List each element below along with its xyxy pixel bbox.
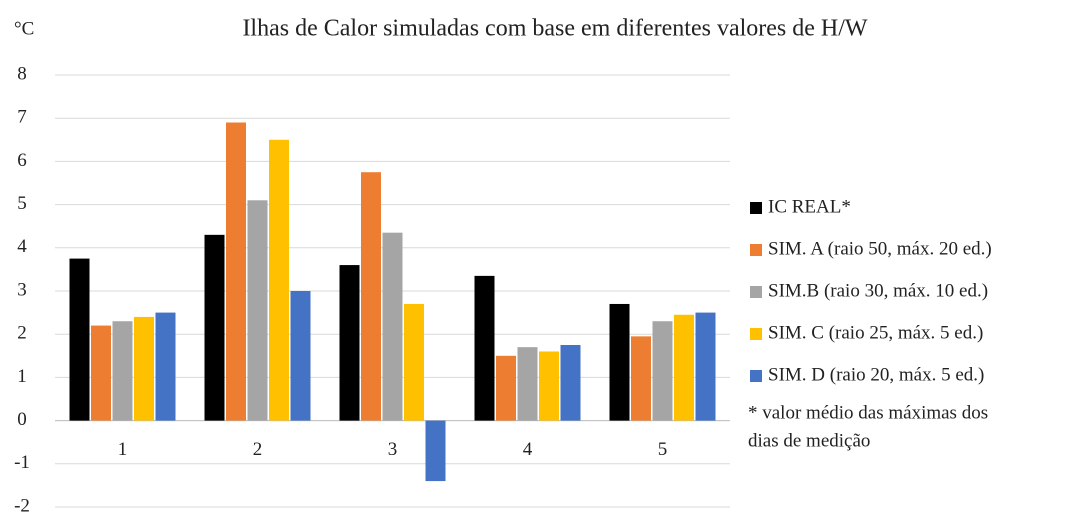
y-tick-label: -2	[14, 495, 30, 513]
bar	[134, 316, 154, 421]
bar	[496, 355, 516, 421]
x-tick-label: 4	[523, 439, 533, 460]
bar	[91, 325, 111, 421]
legend-label: SIM. C (raio 25, máx. 5 ed.)	[768, 322, 983, 343]
bar	[382, 232, 403, 421]
legend-swatch	[750, 286, 762, 298]
y-tick-label: 1	[17, 366, 27, 387]
bar	[69, 258, 90, 421]
note: * valor médio das máximas dos	[748, 402, 988, 423]
legend-label: SIM. D (raio 20, máx. 5 ed.)	[768, 364, 984, 385]
y-axis-label: °C	[14, 18, 34, 39]
bar	[112, 321, 133, 421]
bar	[226, 122, 246, 421]
bar	[631, 336, 651, 421]
bar	[425, 420, 446, 482]
x-tick-label: 5	[658, 439, 668, 460]
bar	[539, 351, 559, 421]
bar	[695, 312, 716, 421]
legend-swatch	[750, 202, 762, 214]
note: dias de medição	[748, 430, 870, 451]
bar	[609, 303, 630, 421]
x-tick-label: 2	[253, 439, 263, 460]
y-tick-label: 3	[17, 279, 27, 300]
y-tick-label: 8	[17, 63, 27, 84]
bar	[361, 172, 381, 421]
bar	[155, 312, 176, 421]
y-tick-label: -1	[14, 452, 30, 473]
x-tick-label: 1	[118, 439, 128, 460]
legend-label: SIM. A (raio 50, máx. 20 ed.)	[768, 238, 992, 259]
x-tick-label: 3	[388, 439, 398, 460]
y-tick-label: 4	[17, 236, 27, 257]
chart-title: Ilhas de Calor simuladas com base em dif…	[242, 16, 867, 42]
legend-label: IC REAL*	[768, 196, 851, 217]
bar	[652, 321, 673, 421]
bar	[204, 234, 225, 421]
bar	[474, 275, 495, 421]
legend-swatch	[750, 328, 762, 340]
y-tick-label: 0	[17, 409, 27, 430]
bar	[290, 291, 311, 421]
legend-swatch	[750, 370, 762, 382]
legend-label: SIM.B (raio 30, máx. 10 ed.)	[768, 280, 988, 301]
bar	[674, 314, 694, 421]
y-tick-label: 2	[17, 323, 27, 344]
bar	[404, 303, 424, 421]
y-tick-label: 7	[17, 107, 27, 128]
legend-swatch	[750, 244, 762, 256]
bar	[517, 347, 538, 421]
y-tick-label: 5	[17, 193, 27, 214]
y-tick-label: 6	[17, 150, 27, 171]
bar	[339, 265, 360, 421]
bar	[560, 345, 581, 421]
bar	[269, 139, 289, 421]
bar	[247, 200, 268, 421]
